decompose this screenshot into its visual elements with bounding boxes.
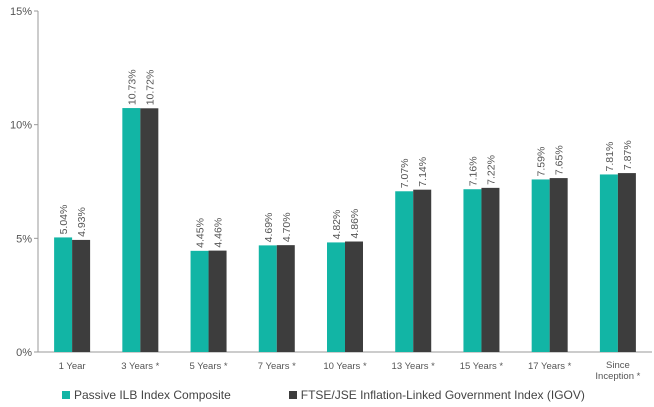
bar (122, 108, 141, 352)
bar (617, 173, 636, 352)
bar (413, 189, 432, 352)
chart-legend: Passive ILB Index Composite FTSE/JSE Inf… (62, 388, 585, 402)
bar-data-label: 7.81% (604, 142, 616, 172)
bar (208, 250, 227, 352)
bar-data-label: 4.86% (349, 209, 361, 239)
bar (327, 242, 345, 352)
legend-swatch-passive-ilb (62, 391, 70, 399)
bar (140, 108, 159, 352)
bar-data-label: 7.87% (622, 140, 634, 170)
bar-data-label: 7.07% (399, 158, 411, 188)
legend-swatch-igov (288, 391, 297, 399)
legend-label-passive-ilb: Passive ILB Index Composite (74, 388, 231, 402)
bar (72, 239, 91, 352)
legend-label-igov: FTSE/JSE Inflation-Linked Government Ind… (300, 388, 585, 402)
x-tick-label: 5 Years * (190, 361, 228, 372)
bar-data-label: 7.65% (554, 145, 566, 175)
legend-item-igov: FTSE/JSE Inflation-Linked Government Ind… (288, 388, 585, 402)
bar (190, 250, 209, 352)
x-tick-label: 13 Years * (392, 361, 436, 372)
bar (599, 174, 618, 352)
bar (481, 187, 500, 352)
bar-data-label: 4.93% (76, 207, 88, 237)
bar-data-label: 5.04% (58, 205, 70, 235)
x-tick-label: 10 Years * (323, 361, 367, 372)
x-tick-label: 3 Years * (121, 361, 159, 372)
bar-data-label: 7.59% (536, 147, 548, 177)
bar-data-label: 10.72% (144, 70, 156, 106)
x-tick-label: 17 Years * (528, 361, 572, 372)
bar-data-label: 4.69% (263, 213, 275, 243)
bar-data-label: 4.46% (213, 218, 225, 248)
y-tick-label: 5% (16, 233, 32, 245)
bar-data-label: 4.82% (331, 210, 343, 240)
bar (463, 189, 482, 352)
bar-data-label: 7.16% (467, 156, 479, 186)
x-tick-label: Since Inception * (595, 360, 640, 382)
bar-data-label: 4.70% (281, 212, 293, 242)
bar (54, 237, 73, 352)
x-tick-label: 1 Year (59, 361, 86, 372)
bar (258, 245, 277, 352)
bar (276, 245, 295, 352)
y-tick-label: 15% (10, 6, 32, 18)
y-tick-label: 0% (16, 347, 32, 359)
x-tick-label: 7 Years * (258, 361, 296, 372)
x-tick-label: 15 Years * (460, 361, 504, 372)
bar (395, 191, 414, 352)
legend-item-passive-ilb: Passive ILB Index Composite (62, 388, 231, 402)
bar-data-label: 7.14% (417, 157, 429, 187)
bar-data-label: 4.45% (195, 218, 207, 248)
bar (531, 179, 550, 352)
bar-data-label: 10.73% (126, 69, 138, 105)
bar-data-label: 7.22% (485, 155, 497, 185)
bar (345, 241, 363, 352)
y-tick-label: 10% (10, 120, 32, 132)
bar (549, 178, 568, 352)
